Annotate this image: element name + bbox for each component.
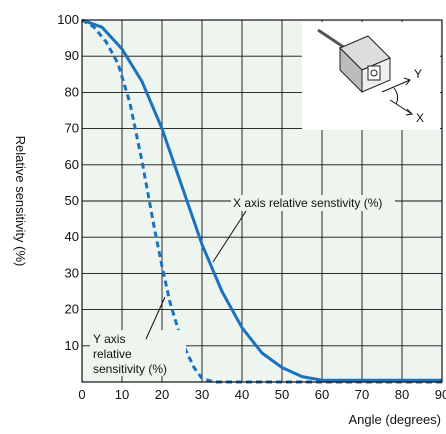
y-tick-label: 40 — [65, 229, 79, 244]
x-axis-annotation: X axis relative senstivity (%) — [212, 195, 395, 263]
y-axis-title: Relative sensitivity (%) — [13, 136, 28, 267]
x-tick-label: 40 — [235, 387, 249, 402]
svg-text:sensitivity (%): sensitivity (%) — [93, 362, 167, 376]
y-tick-label: 30 — [65, 265, 79, 280]
x-tick-label: 20 — [155, 387, 169, 402]
x-tick-label: 60 — [315, 387, 329, 402]
x-tick-label: 0 — [78, 387, 85, 402]
orientation-arrows-icon — [381, 77, 414, 116]
y-tick-label: 50 — [65, 193, 79, 208]
y-tick-label: 90 — [65, 48, 79, 63]
x-annotation-leader — [212, 210, 247, 263]
inset-y-label: Y — [414, 67, 422, 81]
y-axis-annotation: Y axis relative sensitivity (%) — [90, 296, 186, 376]
y-annotation-leader — [145, 296, 166, 340]
y-tick-label: 20 — [65, 302, 79, 317]
svg-text:Y axis: Y axis — [93, 332, 125, 346]
y-tick-label: 80 — [65, 84, 79, 99]
series-line-x-axis — [81, 18, 442, 382]
y-tick-label: 60 — [65, 157, 79, 172]
sensor-icon — [317, 28, 391, 94]
y-tick-label: 10 — [65, 338, 79, 353]
inset-x-label: X — [416, 111, 424, 125]
x-tick-label: 80 — [395, 387, 409, 402]
svg-text:X axis relative senstivity (%): X axis relative senstivity (%) — [233, 196, 382, 210]
svg-text:relative: relative — [93, 347, 132, 361]
y-tick-label: 70 — [65, 121, 79, 136]
x-tick-label: 10 — [115, 387, 129, 402]
plot-frame — [81, 19, 443, 383]
x-axis-title: Angle (degrees) — [349, 412, 442, 427]
x-tick-label: 90 — [435, 387, 446, 402]
tick-labels: 0 10 20 30 40 50 60 70 80 90 10 20 30 40 50 60 70 80 90 100 — [57, 12, 446, 402]
y-tick-label: 100 — [57, 12, 79, 27]
x-tick-label: 30 — [195, 387, 209, 402]
x-tick-label: 50 — [275, 387, 289, 402]
sensor-inset: Y X — [302, 22, 440, 130]
x-tick-label: 70 — [355, 387, 369, 402]
